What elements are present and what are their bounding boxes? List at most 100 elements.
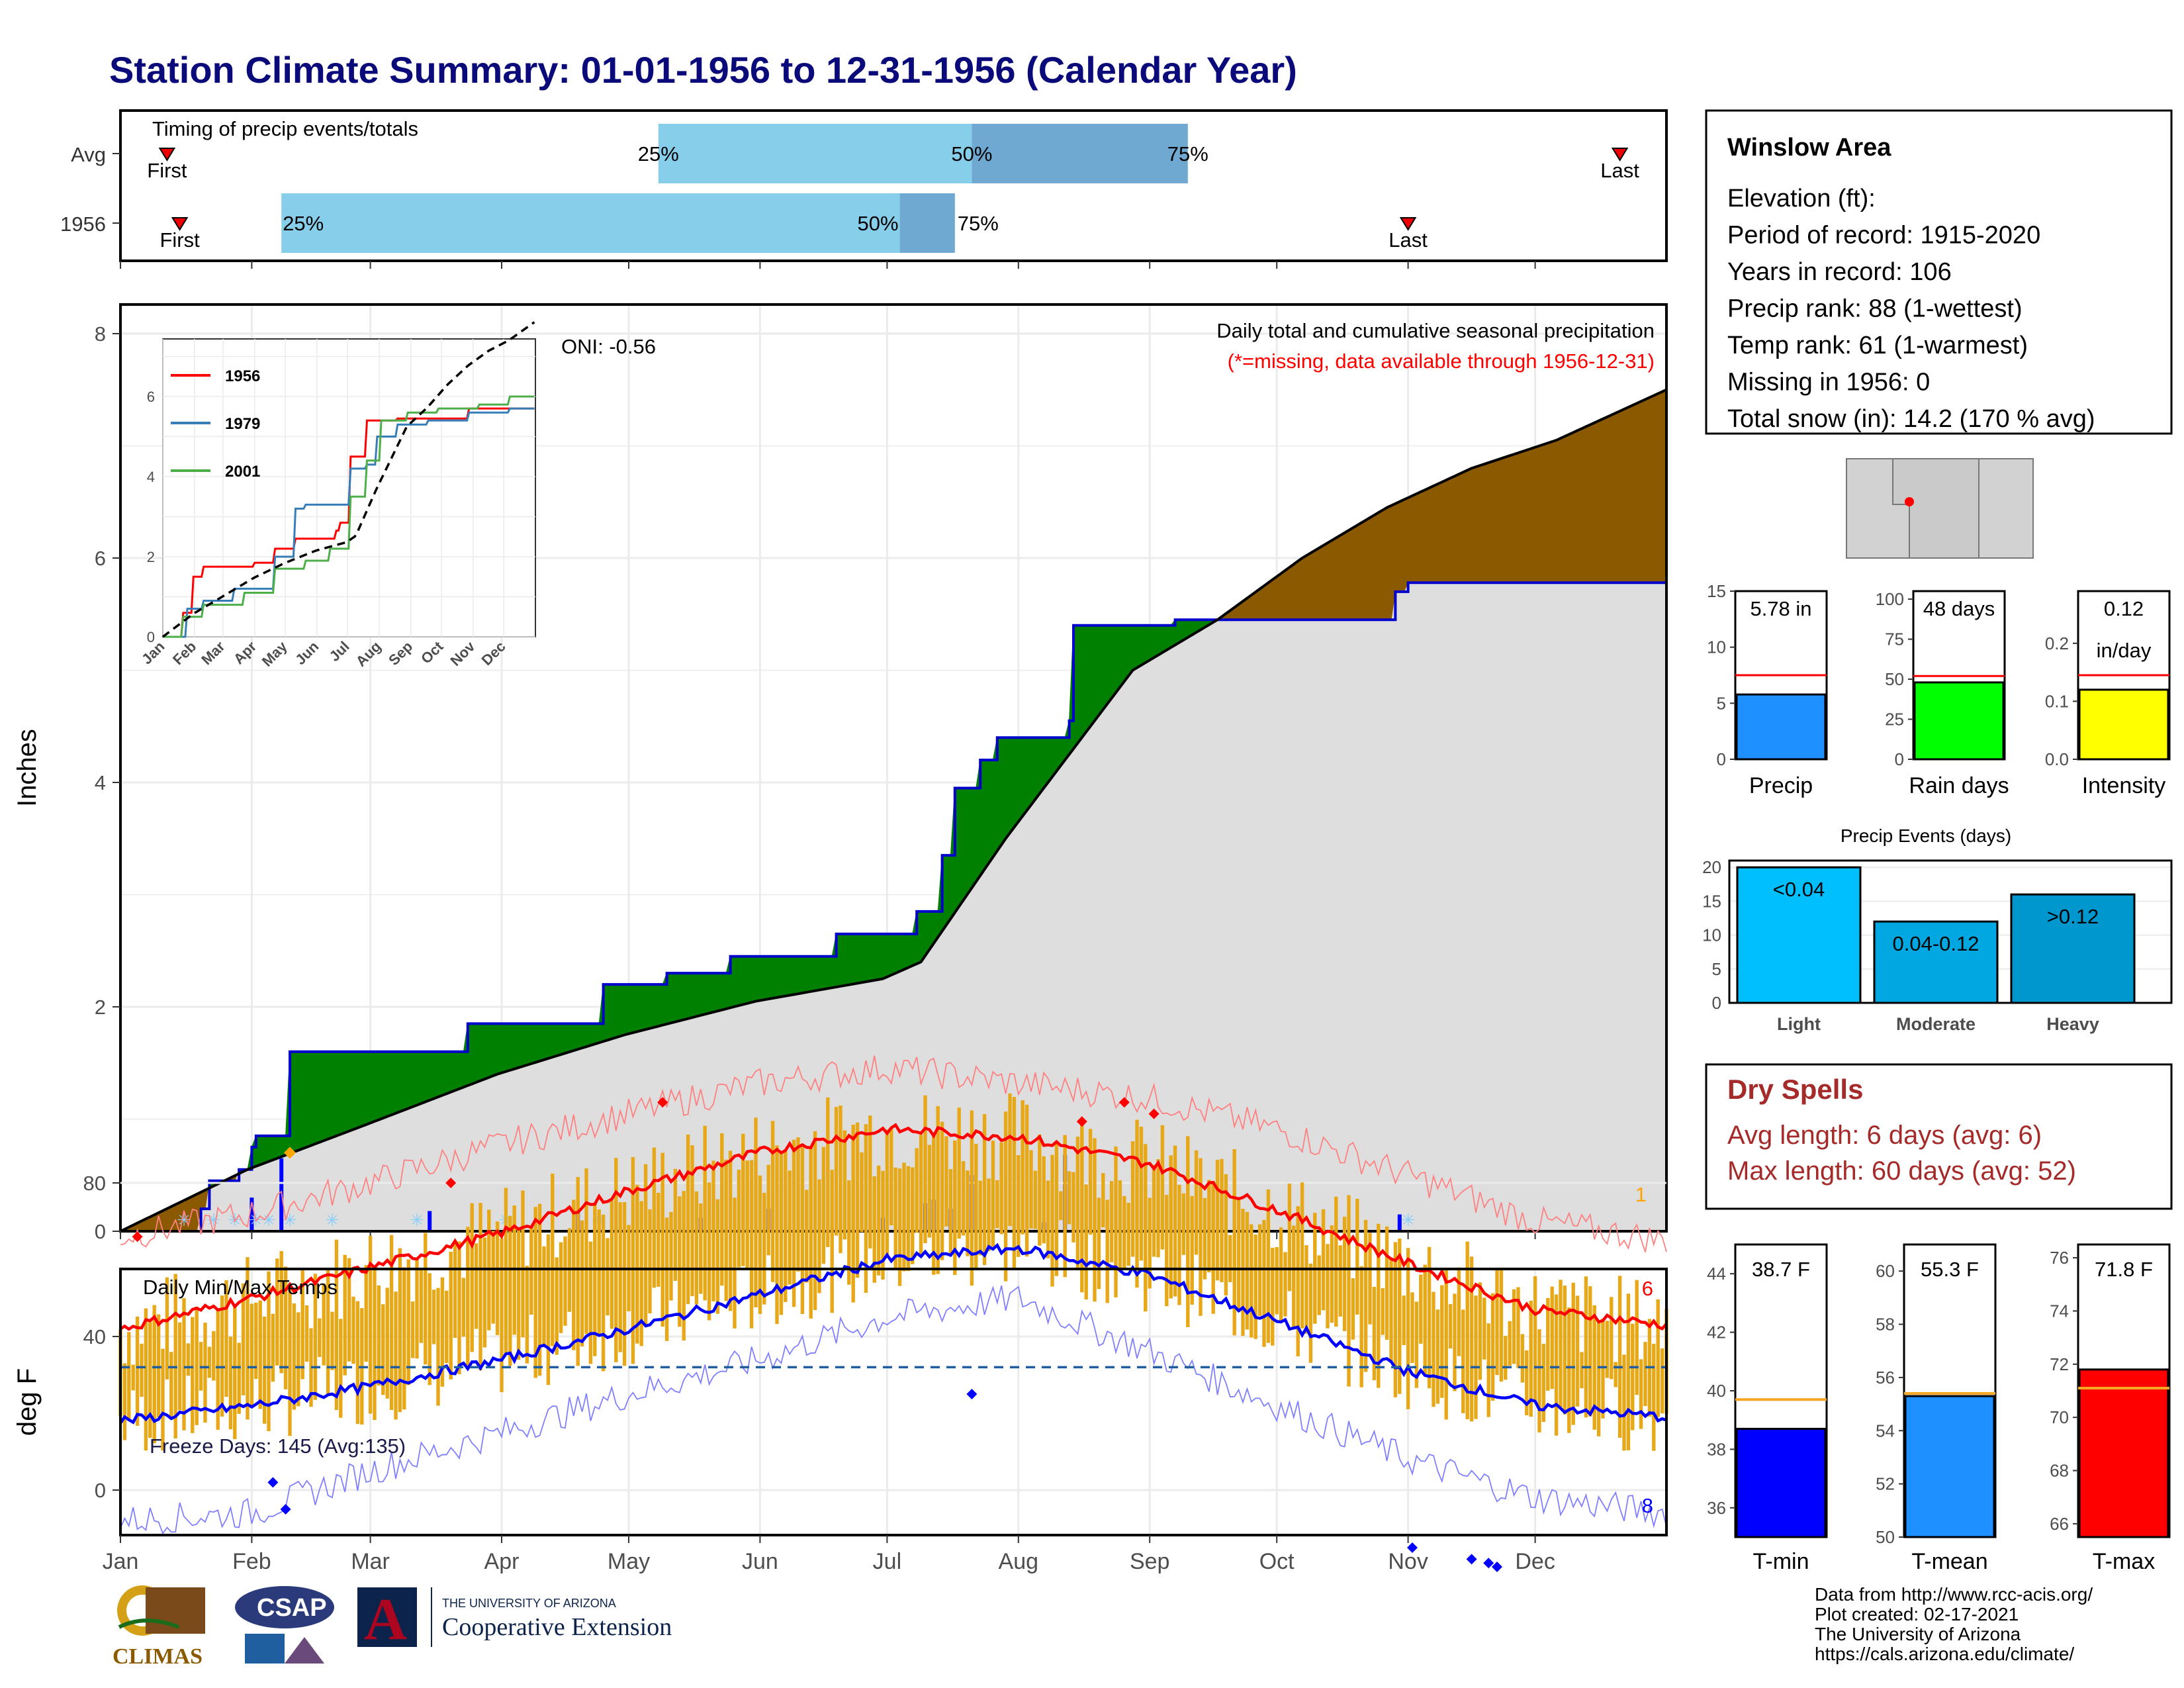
daily-temp-bar (885, 1129, 889, 1258)
daily-temp-bar (1063, 1135, 1067, 1278)
daily-temp-bar (1495, 1268, 1499, 1376)
station-info-line: Missing in 1956: 0 (1727, 369, 1930, 397)
events-tick-label: 20 (1702, 857, 1721, 877)
locator-map (1846, 458, 2034, 559)
daily-temp-bar (1617, 1276, 1622, 1438)
cumulative-1956-line (120, 581, 1666, 1233)
daily-temp-bar (1490, 1293, 1495, 1401)
daily-temp-bar (140, 1343, 144, 1397)
daily-temp-bar (275, 1258, 279, 1366)
daily-temp-bar (482, 1237, 487, 1348)
daily-temp-bar (537, 1203, 542, 1376)
daily-temp-bar (241, 1283, 246, 1395)
daily-temp-bar (326, 1270, 330, 1396)
precip-stat-tick-label: 0.2 (2045, 633, 2069, 653)
daily-temp-bar (500, 1238, 504, 1393)
daily-temp-bar (1228, 1235, 1232, 1282)
timing-bar-q2 (899, 193, 955, 253)
precip-stat-value-unit: in/day (2097, 639, 2152, 662)
snow-marker: ✳ (410, 1210, 424, 1230)
events-tick-label: 15 (1702, 891, 1721, 911)
daily-temp-bar (271, 1313, 275, 1382)
daily-temp-bar (1042, 1156, 1046, 1244)
daily-temp-bar (1173, 1145, 1177, 1297)
daily-temp-bar (339, 1319, 343, 1418)
daily-temp-bar (1499, 1270, 1504, 1382)
daily-temp-bar (267, 1271, 271, 1431)
daily-temp-bar (1440, 1285, 1444, 1398)
daily-temp-bar (961, 1161, 966, 1236)
daily-temp-bar (440, 1277, 445, 1387)
daily-temp-bar (1660, 1348, 1664, 1414)
daily-temp-bar (1059, 1191, 1063, 1221)
daily-temp-bar (766, 1164, 770, 1256)
daily-temp-bar (343, 1254, 347, 1376)
daily-temp-bar (148, 1322, 152, 1438)
daily-temp-bar (1054, 1143, 1059, 1276)
daily-temp-bar (555, 1257, 559, 1355)
events-tick-label: 5 (1712, 959, 1721, 979)
daily-temp-bar (1114, 1147, 1118, 1297)
daily-temp-bar (1283, 1252, 1287, 1317)
daily-temp-bar (1626, 1293, 1631, 1450)
daily-temp-bar (377, 1285, 381, 1386)
daily-temp-bar (699, 1203, 703, 1294)
month-label: Aug (999, 1549, 1039, 1574)
daily-temp-bar (1448, 1303, 1453, 1348)
temp-stat-tick-label: 70 (2050, 1407, 2069, 1427)
daily-temp-bar (923, 1095, 927, 1243)
daily-temp-bar (551, 1173, 555, 1346)
daily-temp-bar (402, 1267, 406, 1410)
daily-temp-bar (203, 1323, 207, 1423)
daily-temp-bar (741, 1133, 745, 1266)
daily-temp-bar (1601, 1318, 1605, 1419)
daily-temp-bar (957, 1107, 961, 1239)
daily-temp-bar (373, 1266, 377, 1421)
daily-temp-bar (246, 1257, 250, 1420)
daily-temp-bar (1245, 1211, 1250, 1330)
last-marker (1611, 148, 1629, 162)
timing-panel-title: Timing of precip events/totals (152, 117, 418, 140)
daily-temp-bar (152, 1305, 156, 1444)
temp-stat-label: T-min (1753, 1549, 1809, 1574)
daily-temp-bar (724, 1159, 728, 1301)
daily-temp-bar (911, 1167, 915, 1264)
daily-temp-bar (394, 1291, 398, 1420)
ua-logo-bottom: Cooperative Extension (442, 1613, 672, 1641)
daily-temp-bar (775, 1145, 779, 1325)
daily-temp-bar (385, 1288, 389, 1399)
daily-temp-bar (428, 1273, 432, 1385)
first-marker (158, 148, 176, 162)
daily-temp-bar (1381, 1288, 1385, 1335)
daily-temp-bar (304, 1305, 309, 1362)
daily-temp-bar (639, 1201, 643, 1346)
daily-temp-bar (292, 1303, 296, 1410)
svg-text:A: A (364, 1587, 407, 1652)
daily-temp-bar (1563, 1286, 1567, 1415)
daily-temp-bar (478, 1203, 482, 1371)
daily-temp-bar (784, 1149, 788, 1302)
daily-temp-bar (902, 1162, 906, 1272)
daily-temp-bar (516, 1227, 521, 1360)
daily-temp-bar (851, 1125, 855, 1303)
month-label: Dec (1515, 1549, 1555, 1574)
station-info-line: Elevation (ft): (1727, 185, 1876, 212)
daily-temp-bar (563, 1236, 567, 1326)
daily-temp-bar (978, 1180, 982, 1256)
daily-temp-bar (1580, 1352, 1584, 1389)
timing-bar-q2 (972, 124, 1188, 183)
daily-temp-bar (1308, 1263, 1313, 1363)
daily-temp-bar (1639, 1359, 1643, 1429)
temp-stat-tick-label: 40 (1707, 1381, 1726, 1401)
missing-note: (*=missing, data available through 1956-… (1228, 350, 1655, 373)
temp-stat-tick-label: 66 (2050, 1514, 2069, 1534)
events-bar-label: >0.12 (2047, 905, 2099, 928)
precip-y-tick-label: 6 (95, 547, 106, 570)
daily-temp-bar (445, 1290, 449, 1364)
daily-temp-bar (279, 1250, 283, 1374)
temp-stat-tick-label: 42 (1707, 1323, 1726, 1342)
inset-series-line-1979 (163, 407, 535, 638)
daily-temp-bar (1317, 1255, 1321, 1315)
daily-temp-bar (690, 1145, 694, 1297)
daily-temp-bar (1101, 1173, 1105, 1227)
